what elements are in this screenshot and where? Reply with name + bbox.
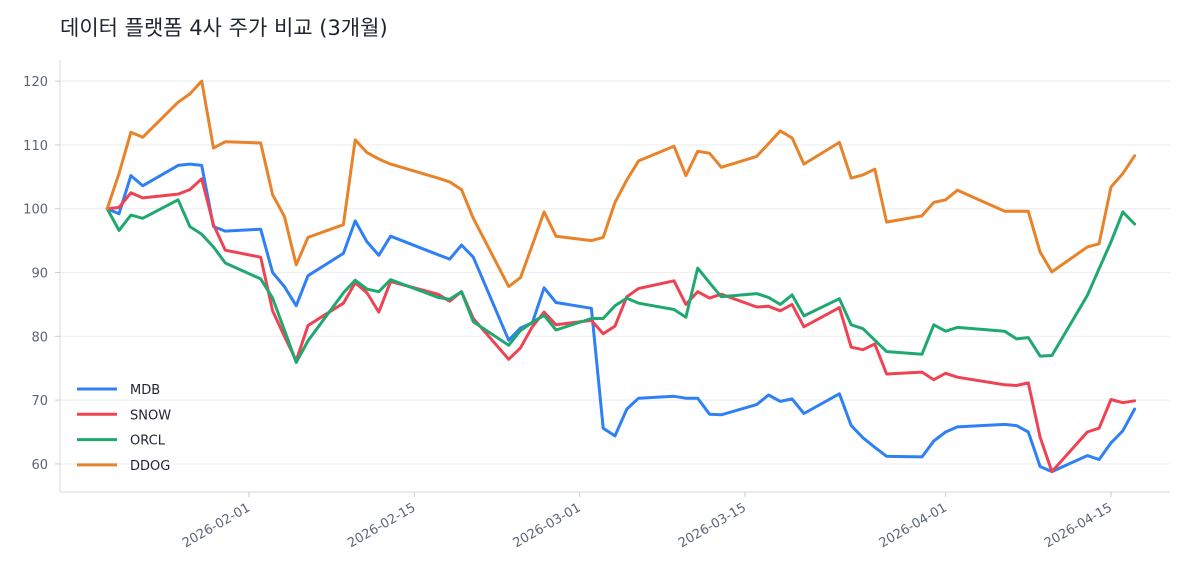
series-line-orcl bbox=[105, 198, 1137, 364]
x-tick-label: 2026-03-01 bbox=[511, 500, 584, 551]
y-tick-label: 90 bbox=[31, 267, 48, 282]
legend-label-mdb: MDB bbox=[130, 383, 160, 398]
x-tick-label: 2026-04-15 bbox=[1042, 500, 1115, 551]
series-line-mdb bbox=[105, 162, 1137, 474]
y-tick-label: 60 bbox=[31, 458, 48, 473]
legend-label-ddog: DDOG bbox=[130, 459, 170, 474]
legend: MDB SNOW ORCL DDOG bbox=[77, 383, 171, 474]
y-tick-label: 100 bbox=[23, 203, 48, 218]
x-tick-label: 2026-02-15 bbox=[345, 500, 418, 551]
y-axis-ticks: 60 70 80 90 100 110 120 bbox=[23, 75, 60, 473]
y-tick-label: 110 bbox=[23, 139, 48, 154]
x-tick-label: 2026-03-15 bbox=[676, 500, 749, 551]
legend-label-snow: SNOW bbox=[130, 408, 171, 423]
x-tick-label: 2026-04-01 bbox=[877, 500, 950, 551]
y-tick-label: 80 bbox=[31, 330, 48, 345]
y-tick-label: 120 bbox=[23, 75, 48, 90]
legend-label-orcl: ORCL bbox=[130, 434, 166, 449]
series-lines bbox=[105, 79, 1137, 474]
y-tick-label: 70 bbox=[31, 394, 48, 409]
x-axis-ticks: 2026-02-01 2026-02-15 2026-03-01 2026-03-15… bbox=[180, 492, 1115, 551]
series-line-snow bbox=[105, 177, 1137, 474]
axes bbox=[59, 60, 1170, 493]
series-line-ddog bbox=[105, 79, 1137, 289]
x-tick-label: 2026-02-01 bbox=[180, 500, 253, 551]
chart-title: 데이터 플랫폼 4사 주가 비교 (3개월) bbox=[60, 16, 388, 40]
gridlines bbox=[60, 80, 1170, 465]
